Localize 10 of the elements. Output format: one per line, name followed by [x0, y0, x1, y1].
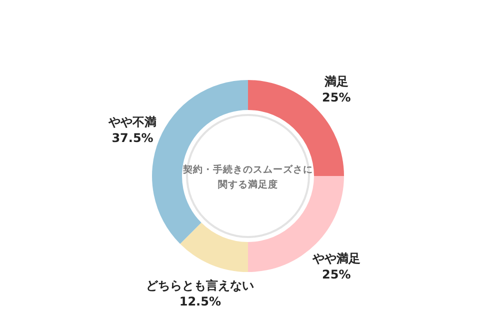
slice-label: やや不満: [108, 115, 157, 130]
donut-slice: [180, 222, 248, 272]
data-label: 37.5%: [112, 131, 154, 146]
slice-label: やや満足: [311, 251, 360, 266]
slice-label: どちらとも言えない: [146, 278, 254, 292]
text: 契約・手続きのスムーズさに関する満足度: [182, 164, 313, 190]
data-label: 12.5%: [179, 294, 221, 308]
data-label: 25%: [322, 90, 351, 105]
data-label: 25%: [322, 267, 351, 282]
slice-label: 満足: [323, 74, 348, 89]
